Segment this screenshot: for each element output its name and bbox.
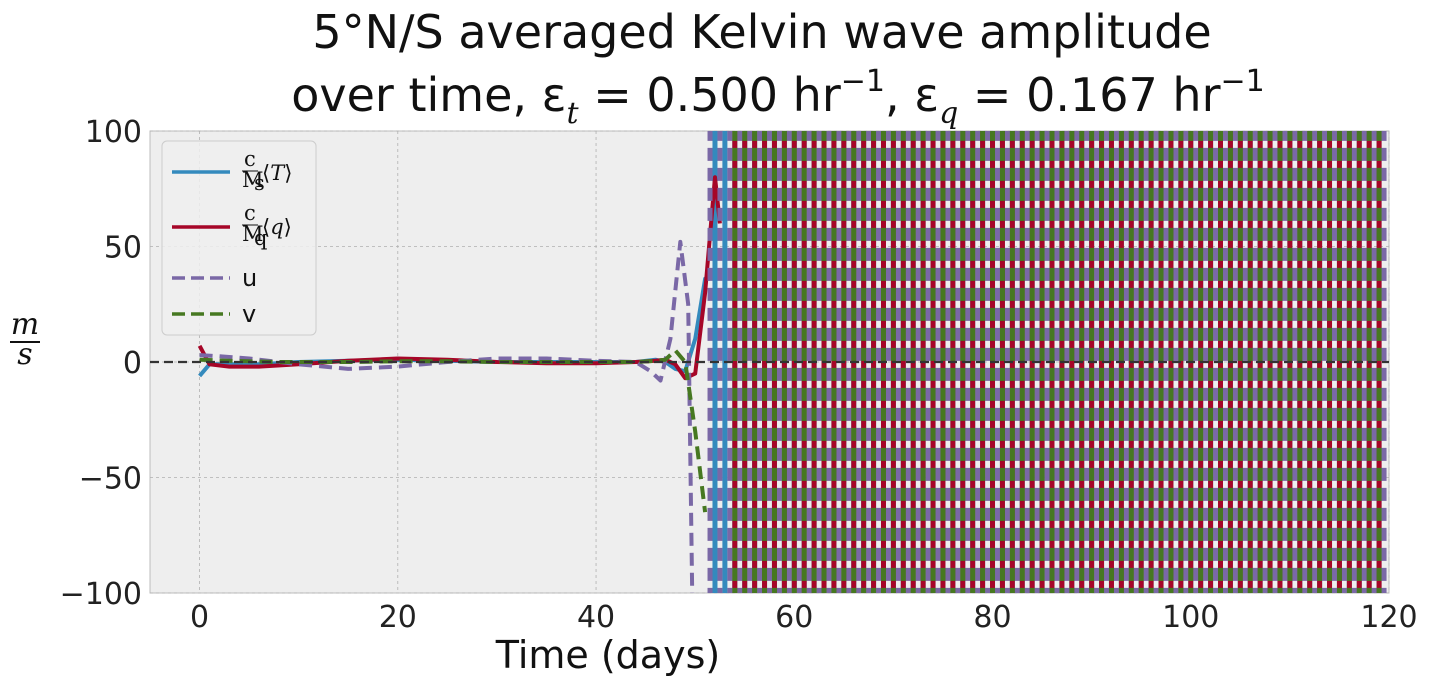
x-tick-label: 20 xyxy=(379,600,417,635)
svg-text:v: v xyxy=(242,300,256,328)
x-tick-label: 0 xyxy=(190,600,209,635)
legend-item-T: c M s ⟨T⟩ xyxy=(172,147,292,195)
x-axis-label: Time (days) xyxy=(495,633,720,677)
chart-title-line1: 5°N/S averaged Kelvin wave amplitude xyxy=(312,5,1211,59)
x-tick-label: 60 xyxy=(775,600,813,635)
chart-title-line2: over time, εt = 0.500 hr−1, εq = 0.167 h… xyxy=(291,64,1264,131)
x-tick-label: 40 xyxy=(577,600,615,635)
legend-item-q: c M q ⟨q⟩ xyxy=(172,201,292,250)
svg-text:s: s xyxy=(254,171,265,195)
y-axis-label: m s xyxy=(10,307,40,372)
y-ticks: −100 −50 0 50 100 xyxy=(60,115,142,612)
y-tick-label: 0 xyxy=(123,346,142,381)
x-tick-label: 120 xyxy=(1360,600,1417,635)
legend: c M s ⟨T⟩ c M q ⟨q⟩ u v xyxy=(161,140,317,336)
svg-text:M: M xyxy=(242,222,264,246)
y-tick-label: 50 xyxy=(104,231,142,266)
svg-text:c: c xyxy=(244,201,256,225)
svg-text:⟨q⟩: ⟨q⟩ xyxy=(262,215,292,239)
svg-text:s: s xyxy=(17,337,32,372)
y-tick-label: 100 xyxy=(85,115,142,150)
legend-item-v: v xyxy=(172,300,256,328)
x-tick-label: 100 xyxy=(1162,600,1219,635)
legend-item-u: u xyxy=(172,264,257,292)
svg-text:⟨T⟩: ⟨T⟩ xyxy=(262,161,292,185)
svg-text:c: c xyxy=(244,147,256,171)
x-ticks: 0 20 40 60 80 100 120 xyxy=(190,600,1418,635)
y-tick-label: −100 xyxy=(60,577,142,612)
x-tick-label: 80 xyxy=(973,600,1011,635)
legend-box xyxy=(161,140,317,336)
svg-text:q: q xyxy=(254,226,267,250)
svg-text:u: u xyxy=(242,264,257,292)
y-tick-label: −50 xyxy=(79,462,142,497)
svg-text:m: m xyxy=(11,307,39,342)
svg-text:M: M xyxy=(242,168,264,192)
